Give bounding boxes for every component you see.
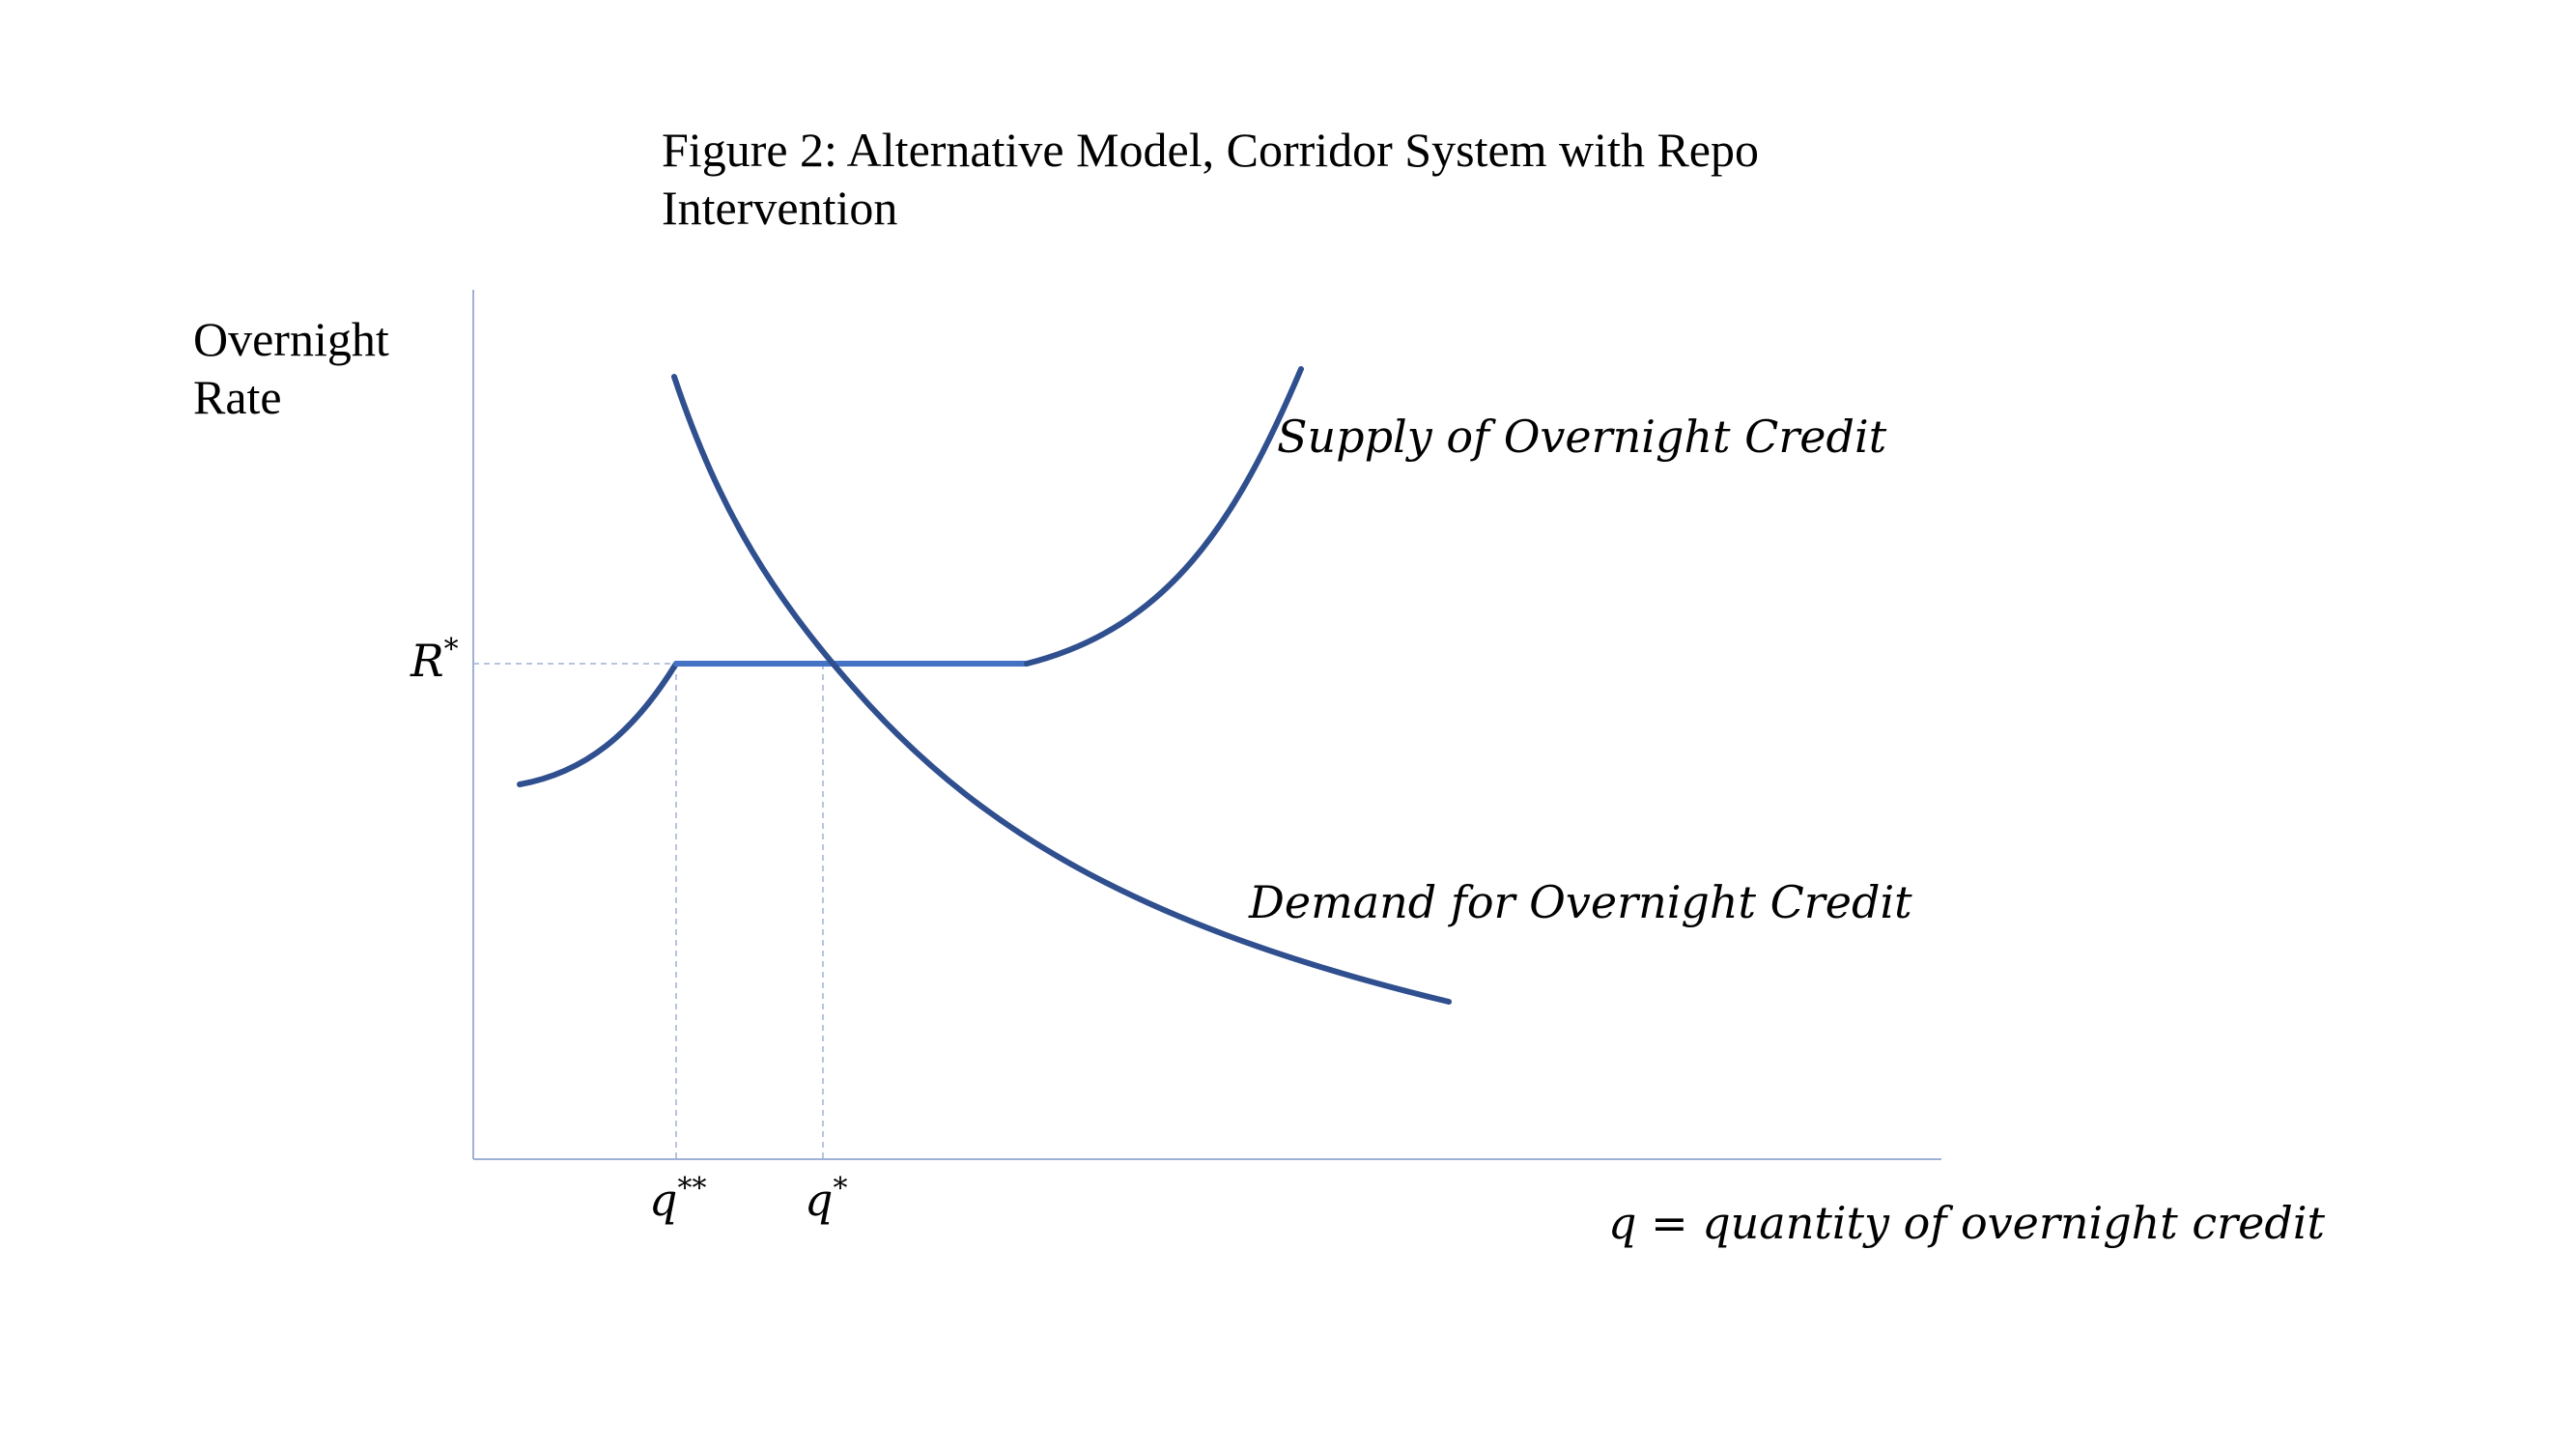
y-axis-title-line-2: Rate <box>193 370 282 424</box>
q-star-label: q* <box>805 1172 847 1226</box>
x-axis-title: q = quantity of overnight credit <box>1608 1197 2326 1249</box>
q-double-star-sup: ** <box>677 1172 706 1206</box>
supply-curve-label: Supply of Overnight Credit <box>1277 411 1887 463</box>
r-star-base: R <box>410 635 444 687</box>
y-axis-title-line-1: Overnight <box>193 312 389 366</box>
q-star-base: q <box>805 1174 833 1226</box>
demand-curve <box>671 374 1452 1005</box>
supply-curve-upper-segment <box>1024 366 1304 667</box>
supply-curve-lower-segment <box>517 661 679 787</box>
r-star-label: R* <box>410 633 459 687</box>
q-star-sup: * <box>833 1172 847 1206</box>
demand-curve-label: Demand for Overnight Credit <box>1248 876 1912 928</box>
q-double-star-label: q** <box>649 1172 706 1226</box>
q-double-star-base: q <box>649 1174 677 1226</box>
figure-title-line-1: Figure 2: Alternative Model, Corridor Sy… <box>662 123 1759 177</box>
r-star-sup: * <box>444 633 459 667</box>
figure-title-line-2: Intervention <box>662 181 897 235</box>
